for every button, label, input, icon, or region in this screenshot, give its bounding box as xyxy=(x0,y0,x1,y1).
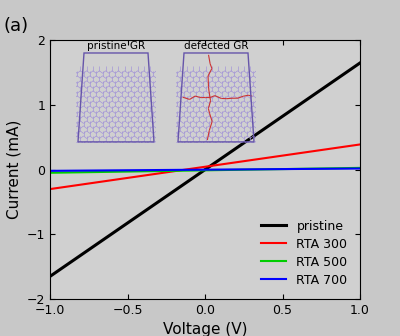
pristine xyxy=(48,275,52,279)
RTA 300 xyxy=(48,187,52,191)
RTA 700 xyxy=(215,168,220,172)
pristine xyxy=(350,66,355,70)
RTA 500 xyxy=(195,168,200,172)
RTA 300 xyxy=(302,151,306,155)
RTA 500 xyxy=(232,168,237,172)
Text: (a): (a) xyxy=(4,17,29,35)
pristine xyxy=(195,173,200,177)
RTA 300 xyxy=(195,166,200,170)
RTA 500 xyxy=(197,168,202,172)
Title: pristine GR: pristine GR xyxy=(87,41,145,51)
RTA 300 xyxy=(350,143,355,148)
RTA 700 xyxy=(358,167,362,171)
pristine xyxy=(358,61,362,65)
RTA 500 xyxy=(48,171,52,175)
RTA 500 xyxy=(350,166,355,170)
RTA 700 xyxy=(197,168,202,172)
Line: RTA 500: RTA 500 xyxy=(50,168,360,173)
RTA 500 xyxy=(215,168,220,172)
RTA 700 xyxy=(232,167,237,171)
RTA 300 xyxy=(358,142,362,146)
RTA 300 xyxy=(232,161,237,165)
RTA 700 xyxy=(48,169,52,173)
pristine xyxy=(232,148,237,152)
RTA 300 xyxy=(215,163,220,167)
RTA 700 xyxy=(302,167,306,171)
X-axis label: Voltage (V): Voltage (V) xyxy=(163,323,247,336)
RTA 500 xyxy=(358,166,362,170)
Line: RTA 700: RTA 700 xyxy=(50,169,360,171)
Line: RTA 300: RTA 300 xyxy=(50,144,360,189)
Title: defected GR: defected GR xyxy=(184,41,248,51)
RTA 500 xyxy=(302,167,306,171)
pristine xyxy=(302,99,306,103)
pristine xyxy=(197,172,202,176)
Y-axis label: Current (mA): Current (mA) xyxy=(6,120,21,219)
RTA 700 xyxy=(195,168,200,172)
Line: pristine: pristine xyxy=(50,63,360,277)
RTA 300 xyxy=(197,166,202,170)
Legend: pristine, RTA 300, RTA 500, RTA 700: pristine, RTA 300, RTA 500, RTA 700 xyxy=(255,213,354,293)
RTA 700 xyxy=(350,167,355,171)
pristine xyxy=(215,159,220,163)
